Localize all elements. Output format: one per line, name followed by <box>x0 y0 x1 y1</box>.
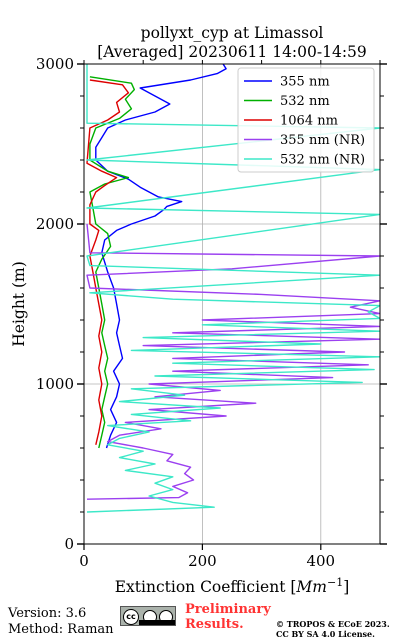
series-line-0 <box>95 64 227 449</box>
x-tick-label: 0 <box>79 552 89 570</box>
y-tick-label: 1000 <box>36 375 74 393</box>
series-line-1 <box>89 76 136 449</box>
series-line-4 <box>86 64 380 513</box>
cc-license-badge-icon: cc <box>120 606 176 626</box>
method-text: Method: Raman <box>8 622 114 637</box>
copyright-notice: © TROPOS & ECoE 2023. CC BY SA 4.0 Licen… <box>276 619 390 639</box>
legend-label-1: 532 nm <box>280 94 330 109</box>
version-text: Version: 3.6 <box>8 606 87 621</box>
legend-label-3: 355 nm (NR) <box>280 133 365 148</box>
y-tick-label: 3000 <box>36 55 74 73</box>
chart-title: pollyxt_cyp at Limassol <box>141 24 324 42</box>
x-tick-label: 400 <box>306 552 335 570</box>
cc-logo-icon: cc <box>123 609 139 625</box>
legend-box <box>237 67 375 173</box>
extinction-chart: 0 200 400 0 1000 2000 3000 pollyxt_cyp at Limas… <box>10 24 387 596</box>
plot-frame <box>83 63 381 545</box>
y-tick-label: 0 <box>64 535 74 553</box>
legend-label-4: 532 nm (NR) <box>280 153 365 168</box>
preliminary-results-label: Preliminary Results. <box>185 602 271 632</box>
footer-info: Version: 3.6 Method: Raman <box>8 606 114 638</box>
y-axis-label: Height (m) <box>10 261 28 347</box>
chart-subtitle: [Averaged] 20230611 14:00-14:59 <box>97 43 367 61</box>
x-tick-label: 200 <box>188 552 217 570</box>
series-group <box>86 64 380 513</box>
legend-label-0: 355 nm <box>280 75 330 90</box>
legend: 355 nm 532 nm 1064 nm 355 nm (NR) 532 nm (NR… <box>237 67 375 173</box>
legend-label-2: 1064 nm <box>280 114 338 129</box>
x-axis-label: Extinction Coefficient [Mm−1] <box>115 576 350 596</box>
series-line-3 <box>86 223 380 500</box>
y-tick-label: 2000 <box>36 215 74 233</box>
series-line-2 <box>86 79 130 445</box>
